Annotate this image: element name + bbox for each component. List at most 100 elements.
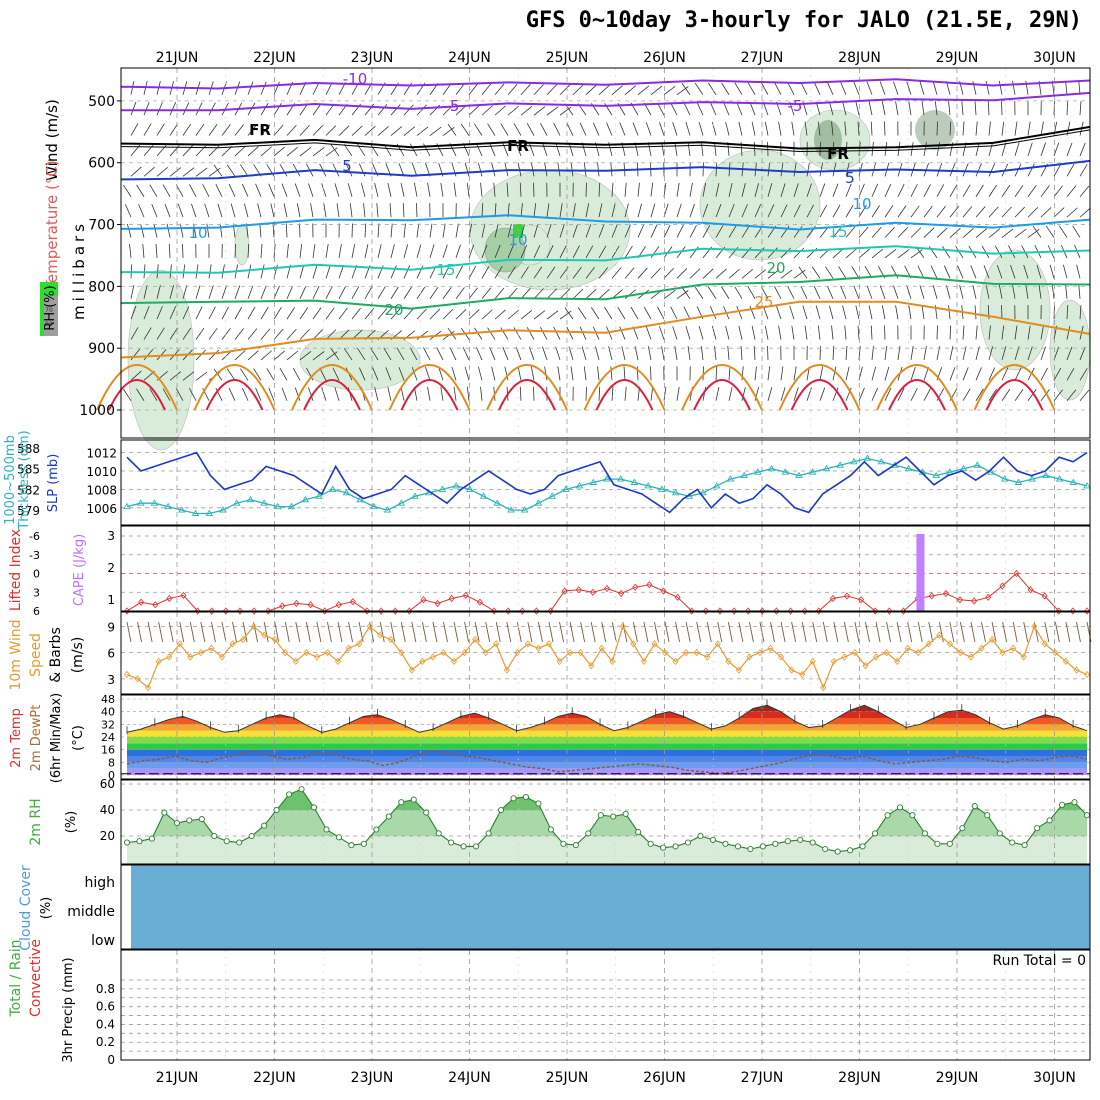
wind-barb	[559, 288, 571, 300]
wind-barb	[1040, 389, 1050, 401]
wind10-barb	[1065, 621, 1071, 643]
thickness-point	[411, 492, 419, 499]
lifted-index-point	[180, 591, 187, 599]
wind10-point	[809, 657, 816, 665]
rh2m-label-g2: (%)	[64, 811, 79, 834]
wind-barb	[715, 203, 722, 218]
lifted-index-point	[561, 587, 568, 595]
wind-barb	[440, 386, 444, 401]
wind-barb	[208, 167, 221, 177]
wind-barb	[804, 325, 808, 340]
rh2m-point	[123, 839, 131, 846]
date-label-top: 25JUN	[546, 50, 589, 66]
wind-barb	[871, 387, 879, 401]
wind-barb	[247, 81, 254, 95]
wind-barb	[299, 285, 307, 299]
wind-barb	[169, 327, 178, 340]
wind-barb	[489, 346, 496, 361]
rh2m-point	[872, 830, 879, 837]
date-label-top: 22JUN	[253, 50, 296, 66]
wind-barb	[611, 182, 614, 197]
wind10-barb	[274, 621, 280, 643]
wind-barb	[312, 351, 325, 361]
wind-barb	[985, 284, 990, 299]
wind-barb	[975, 142, 980, 157]
rh2m-point	[186, 817, 193, 824]
wind-barb	[741, 183, 746, 197]
wind-barb	[403, 308, 414, 320]
wind-barb	[487, 123, 496, 136]
wind-barb	[674, 142, 678, 156]
wind-barb	[747, 82, 756, 95]
contour-5	[120, 159, 1091, 181]
wind-barb	[624, 267, 635, 279]
wind10-point	[514, 649, 521, 657]
wind-barb	[617, 306, 626, 320]
wind-barb	[776, 305, 782, 320]
wind-barb	[780, 183, 786, 197]
wind-barb	[917, 265, 925, 279]
wind-barb	[182, 102, 190, 116]
rh2m-point	[348, 842, 355, 849]
thickness-point	[507, 506, 515, 513]
wind-barb	[507, 266, 516, 279]
wind-barb	[884, 183, 892, 197]
wind-barb	[793, 247, 805, 259]
wind-barb	[806, 183, 812, 197]
wind-barb	[962, 388, 971, 401]
rh2m-point	[385, 813, 392, 820]
temp-tick: 32	[101, 718, 115, 731]
wind-barb	[312, 329, 324, 340]
wind10-barb	[896, 621, 902, 643]
wind-barb	[319, 367, 327, 381]
wind-barb	[845, 162, 850, 177]
wind-barb	[175, 388, 184, 401]
wind10-barb	[981, 621, 986, 643]
wind-barb	[910, 388, 918, 401]
wind-barb	[325, 264, 331, 279]
wind-barb	[179, 223, 184, 238]
wind-barb	[975, 367, 982, 381]
thickness-point	[658, 485, 666, 492]
wind-barb	[870, 325, 873, 340]
wind10-barb	[527, 621, 533, 643]
wind-barb	[411, 367, 418, 381]
wind-barb	[259, 223, 262, 238]
wind-barb	[520, 203, 523, 218]
wind-barb	[440, 182, 444, 197]
precip-label-g3: 3hr Precip (mm)	[61, 957, 76, 1062]
wind-barb	[377, 286, 386, 299]
wind-barb	[597, 162, 600, 177]
wind-barb	[195, 327, 205, 340]
wind-barb	[636, 366, 639, 381]
thickness-tick: 582	[17, 483, 40, 497]
thickness-point	[1014, 478, 1023, 485]
wind10-point	[756, 649, 763, 657]
wind-barb	[468, 287, 478, 299]
wind10-point	[672, 657, 679, 665]
contour-30	[388, 364, 471, 411]
wind-barb	[949, 205, 960, 218]
wind-barb	[169, 264, 172, 279]
wind10-barb	[833, 621, 839, 643]
thickness-point	[383, 506, 392, 513]
wind-barb	[572, 266, 582, 279]
wind-barb	[676, 386, 680, 401]
wind-barb	[585, 203, 590, 218]
wind-barb	[494, 244, 501, 259]
wind10-barb	[622, 621, 628, 643]
wind-barb	[988, 367, 996, 381]
temp-axis-label: 2m Temp	[9, 708, 24, 768]
wind-barb	[897, 183, 905, 197]
wind-barb	[390, 223, 393, 238]
wind-barb	[403, 265, 411, 279]
wind-barb	[1079, 305, 1082, 320]
wind-barb	[520, 288, 531, 299]
wind-barb	[893, 81, 899, 95]
precip-axis-label: 3hr Precip (mm)	[61, 957, 76, 1062]
contour-15	[120, 245, 1091, 274]
slp-label-g: SLP (mb)	[46, 454, 61, 513]
wind-barb	[1065, 80, 1068, 95]
upper-ytick: 900	[88, 341, 115, 357]
wind-barb	[260, 124, 271, 136]
